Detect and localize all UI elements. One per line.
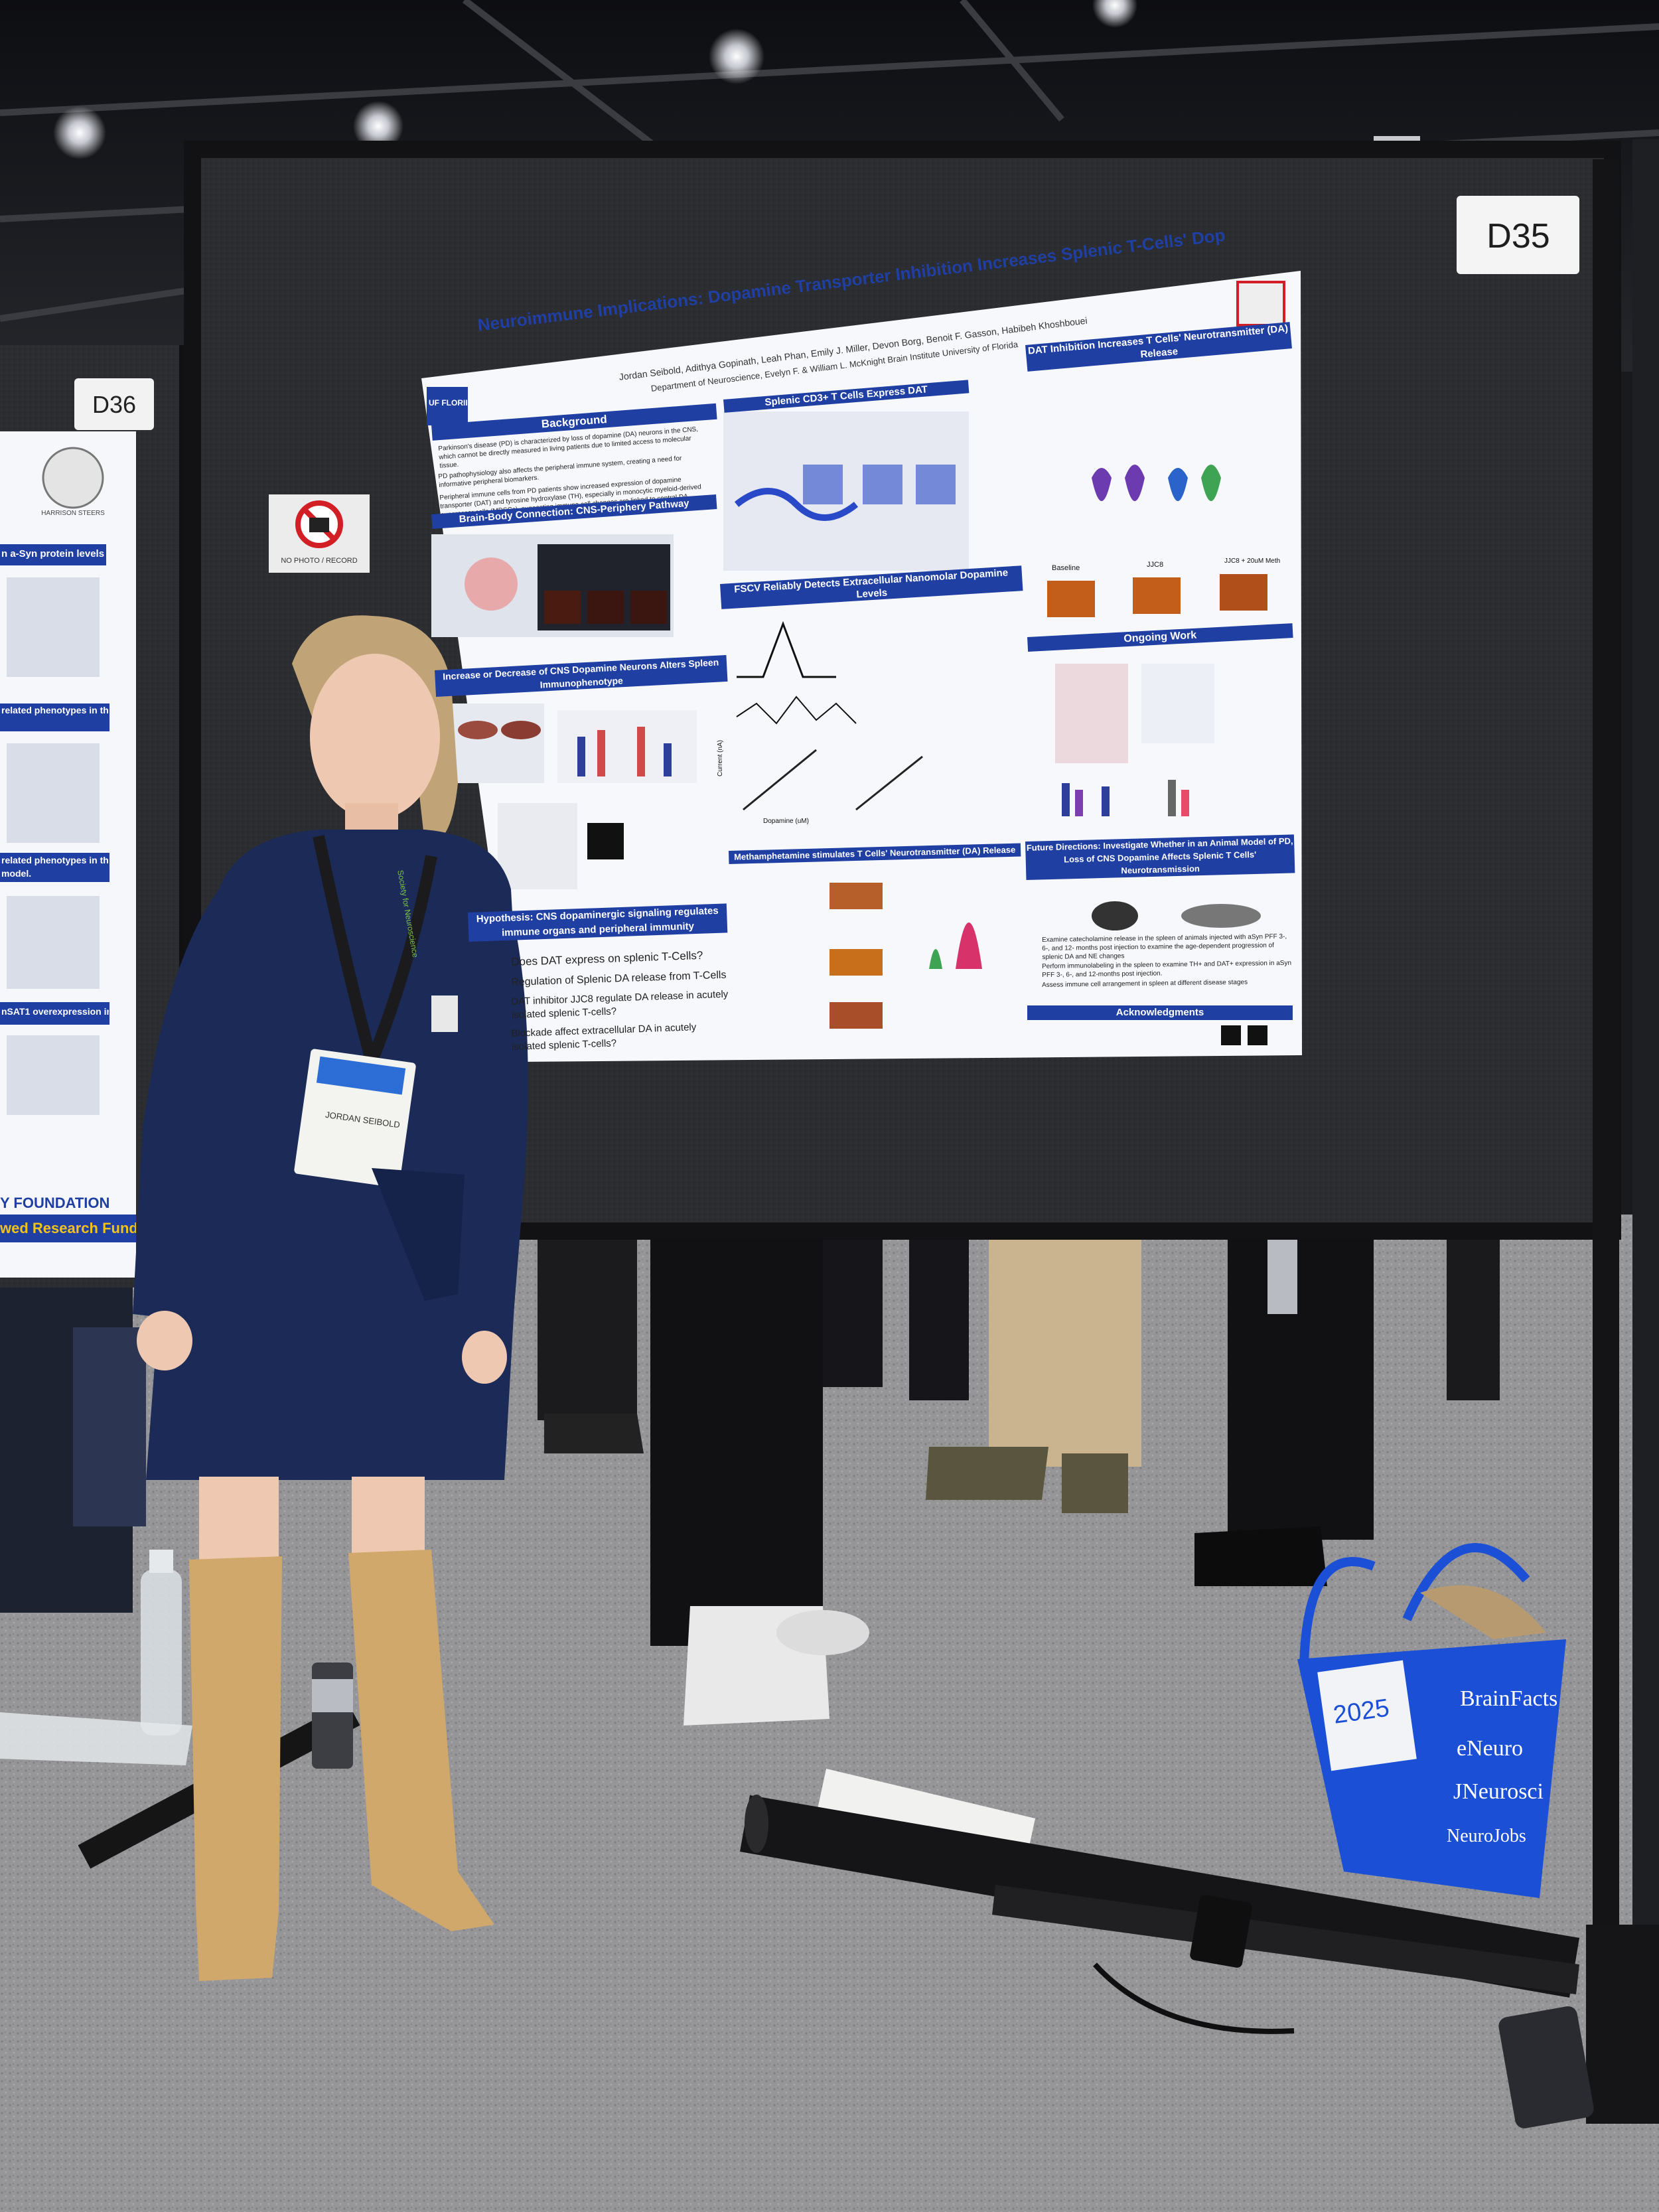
bag-brand-0: BrainFacts xyxy=(1460,1686,1557,1711)
left-poster-line-4: nSAT1 overexpression in xyxy=(1,1006,109,1017)
section-future: Future Directions: Investigate Whether i… xyxy=(1025,834,1295,880)
fig-label-jjc8: JJC8 xyxy=(1147,561,1164,569)
left-poster-stamp: HARRISON STEERS xyxy=(41,510,105,517)
left-booth-label xyxy=(74,378,154,430)
fig-label-dopamine-axis: Dopamine (uM) xyxy=(763,818,809,825)
no-photo-text: NO PHOTO / RECORD xyxy=(281,557,357,565)
presenter: JORDAN SEIBOLD xyxy=(133,615,528,1981)
main-booth-text: D35 xyxy=(1486,217,1550,256)
fig-label-current-axis: Current (nA) xyxy=(717,739,724,776)
section-ack: Acknowledgments xyxy=(1027,1005,1293,1020)
water-bottle-cap xyxy=(149,1550,173,1573)
bag-contents xyxy=(1420,1585,1546,1639)
left-poster-content xyxy=(0,447,136,1242)
left-poster-line-2: related phenotypes in the xyxy=(1,855,109,865)
left-booth-text: D36 xyxy=(92,391,136,418)
bag-brand-3: NeuroJobs xyxy=(1447,1826,1526,1846)
board-post-right xyxy=(1593,159,1619,1951)
phone xyxy=(1498,2006,1594,2128)
left-poster-fund: wed Research Fund xyxy=(0,1220,136,1236)
water-bottle xyxy=(141,1570,182,1735)
background-person-center xyxy=(650,1221,869,1726)
poster-tubes xyxy=(740,1769,1579,2034)
board-post-far-right xyxy=(1632,139,1659,1931)
bag-brand-1: eNeuro xyxy=(1457,1736,1523,1761)
main-booth-label xyxy=(1457,196,1579,274)
poster-figures xyxy=(427,281,1285,1045)
fig-label-baseline: Baseline xyxy=(1052,564,1080,572)
drink-can xyxy=(312,1662,353,1769)
left-poster-line-3: model. xyxy=(1,868,32,879)
left-poster-line-1: related phenotypes in the xyxy=(1,705,109,715)
left-poster-line-0: n a-Syn protein levels xyxy=(1,548,105,559)
fig-label-jjc8-meth: JJC8 + 20uM Meth xyxy=(1224,557,1281,565)
plastic-bag xyxy=(0,1712,192,1765)
bag-brand-2: JNeurosci xyxy=(1453,1779,1544,1804)
poster-logo: UF FLORIDA xyxy=(429,398,467,407)
background-people xyxy=(0,1221,1500,1613)
board-foot xyxy=(1586,1925,1659,2124)
future-bullet-0: Examine catecholamine release in the spl… xyxy=(1042,932,1287,961)
left-poster-footer: Y FOUNDATION xyxy=(0,1195,110,1211)
